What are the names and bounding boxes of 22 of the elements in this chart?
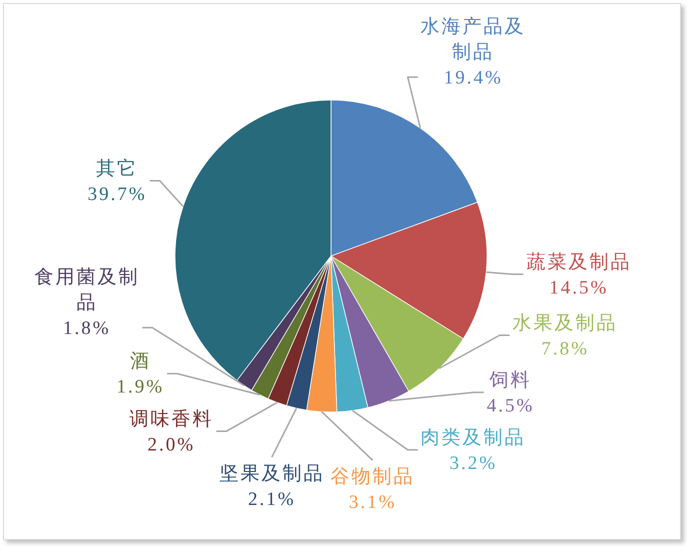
data-label: 39.7%	[88, 184, 147, 205]
data-label: 3.2%	[449, 453, 498, 474]
slice-label: 蔬菜及制品	[526, 252, 632, 273]
data-label: 1.8%	[63, 318, 111, 339]
data-label: 7.8%	[541, 338, 589, 360]
data-label: 2.0%	[147, 434, 196, 456]
slice-label: 水果及制品	[512, 312, 618, 334]
data-label: 2.1%	[248, 488, 296, 510]
slice-label: 食用菌及制品	[34, 266, 140, 314]
slice-label: 调味香料	[129, 408, 214, 430]
data-label: 14.5%	[549, 277, 608, 298]
slice-label: 水海产品及制品	[420, 16, 526, 63]
slice-label: 坚果及制品	[219, 463, 324, 484]
data-label: 19.4%	[444, 68, 503, 88]
data-label: 1.9%	[116, 376, 164, 398]
slice-label: 饲料	[488, 370, 532, 392]
data-label: 4.5%	[486, 396, 534, 417]
slice-label: 肉类及制品	[420, 428, 526, 449]
data-label: 3.1%	[348, 492, 396, 513]
slice-label: 其它	[96, 157, 138, 180]
slice-label: 酒	[130, 351, 151, 372]
slice-label: 谷物制品	[330, 466, 415, 488]
